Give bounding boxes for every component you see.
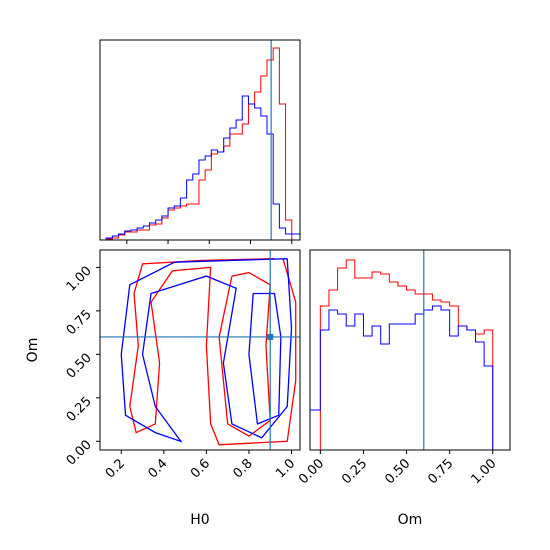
truth-marker bbox=[267, 333, 274, 340]
y-tick-label: 0.50 bbox=[64, 351, 95, 382]
histogram-series-1 bbox=[100, 95, 300, 240]
plot-area bbox=[310, 250, 510, 450]
x-tick-label: 1.0 bbox=[273, 456, 298, 481]
x-tick-label: 0.50 bbox=[382, 456, 413, 487]
histogram-series-0 bbox=[100, 47, 300, 240]
y-tick-label: 0.75 bbox=[64, 307, 95, 338]
histogram-series-1 bbox=[310, 305, 510, 450]
y-tick-label: 1.00 bbox=[64, 264, 95, 295]
x-axis-label-om: Om bbox=[398, 512, 423, 528]
x-tick-label: 0.00 bbox=[296, 456, 327, 487]
om-marginal-panel: 0.00 0.25 0.50 0.75 1.00 bbox=[296, 249, 511, 487]
contour-line-0 bbox=[129, 258, 297, 446]
x-tick-label: 1.00 bbox=[469, 456, 500, 487]
x-tick-label: 0.25 bbox=[339, 456, 370, 487]
x-tick-label: 0.6 bbox=[188, 456, 213, 481]
x-axis-label-h0: H0 bbox=[190, 512, 209, 528]
x-tick-label: 0.8 bbox=[231, 456, 256, 481]
contour-line-2 bbox=[120, 258, 293, 443]
x-tick-label: 0.4 bbox=[145, 456, 170, 481]
axes-frame bbox=[99, 39, 301, 241]
x-tick-label: 0.75 bbox=[425, 456, 456, 487]
axes-frame bbox=[309, 249, 511, 451]
histogram-series-0 bbox=[319, 259, 494, 450]
y-tick-label: 0.00 bbox=[64, 438, 95, 469]
x-tick-label: 0.2 bbox=[103, 456, 128, 481]
y-tick-label: 0.25 bbox=[64, 394, 95, 425]
contour-line-3 bbox=[248, 292, 282, 425]
contour-line-1 bbox=[218, 271, 271, 437]
plot-area bbox=[100, 40, 300, 240]
h0-marginal-panel bbox=[99, 39, 301, 244]
h0-om-joint-panel: 0.2 0.4 0.6 0.8 1.0 0.00 0.25 0.50 0.75 1.00 bbox=[64, 249, 301, 481]
y-axis-label-om: Om bbox=[25, 338, 41, 363]
axes-frame bbox=[99, 249, 301, 451]
plot-area bbox=[100, 250, 300, 450]
